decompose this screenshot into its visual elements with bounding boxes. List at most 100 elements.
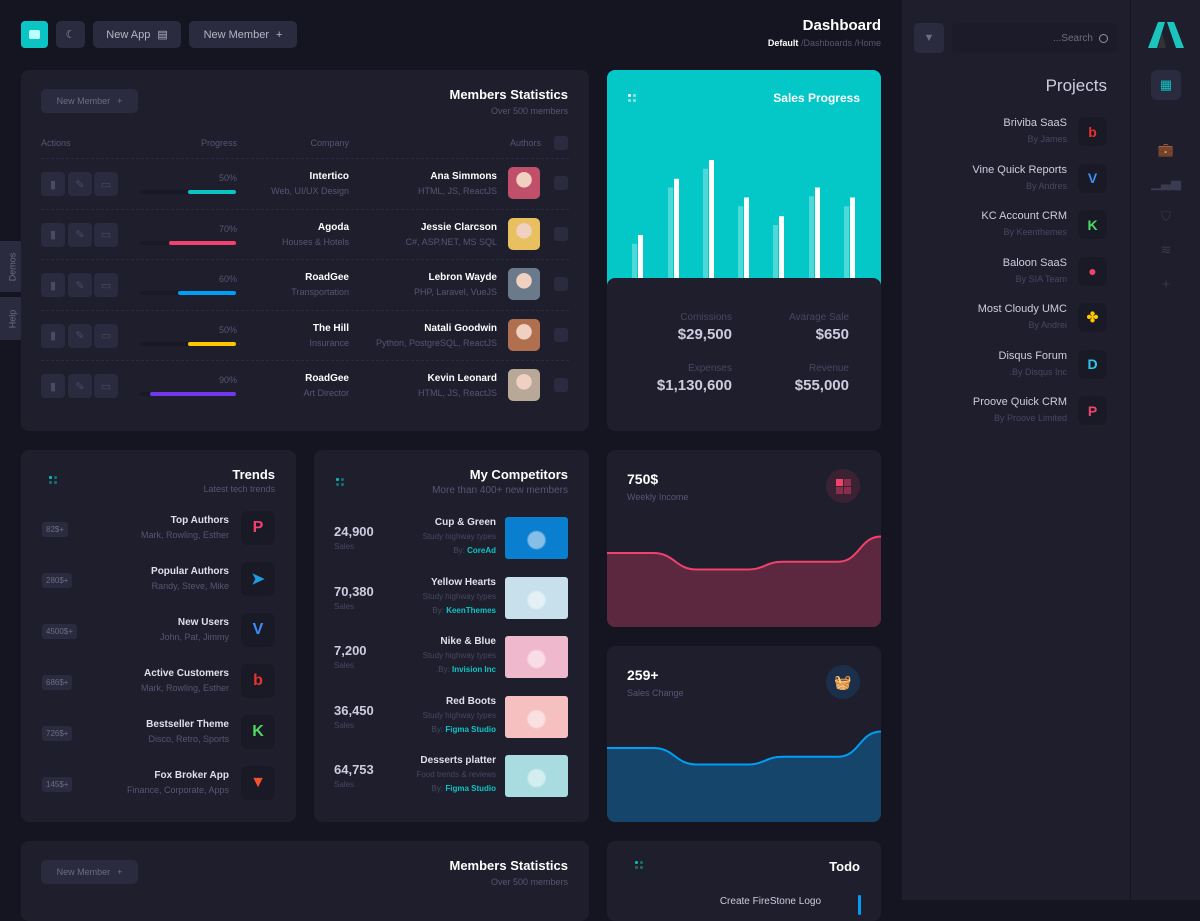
toggle-button[interactable]: ▭ (94, 374, 118, 398)
members-statistics-card-2: New Member + Members Statistics Over 500 … (21, 841, 589, 921)
competitor-item[interactable]: 64,753 Sales Desserts platter Food trend… (314, 755, 589, 798)
progress-track (140, 392, 236, 396)
project-item[interactable]: KC Account CRM By Keenthemes K (902, 210, 1130, 240)
help-tab[interactable]: Help (0, 297, 24, 340)
avatar (508, 167, 540, 199)
select-all-checkbox[interactable] (554, 136, 568, 150)
project-item[interactable]: Baloon SaaS By SIA Team ● (902, 256, 1130, 287)
edit-button[interactable]: ✎ (68, 323, 92, 348)
progress-track (140, 341, 236, 346)
row-checkbox[interactable] (554, 327, 568, 342)
row-checkbox[interactable] (554, 226, 568, 241)
trend-item[interactable]: 82$+ Top Authors Mark, Rowling, Esther P (21, 511, 296, 547)
competitor-item[interactable]: 36,450 Sales Red Boots Study highway typ… (314, 695, 589, 738)
competitor-item[interactable]: 24,900 Sales Cup & Green Study highway t… (314, 517, 589, 559)
breadcrumb-dashboards[interactable]: /Dashboards (800, 38, 852, 48)
delete-button[interactable]: ▮ (41, 323, 65, 348)
project-item[interactable]: Briviba SaaS By James b (902, 117, 1130, 147)
new-member-button[interactable]: New Member + (189, 21, 297, 48)
menu-icon[interactable] (635, 861, 643, 869)
nav-chart[interactable]: ▁▃▅ (1151, 168, 1181, 198)
project-item[interactable]: Vine Quick Reports By Andres V (902, 163, 1130, 194)
nav-briefcase[interactable]: 💼 (1151, 135, 1181, 165)
author-skills: PHP, Laravel, VueJS (413, 287, 497, 297)
col-company: Company (310, 138, 349, 148)
chat-button[interactable] (21, 21, 48, 48)
project-name: KC Account CRM (981, 210, 1067, 222)
author-name[interactable]: Jessie Clarcson (420, 221, 497, 233)
author-link[interactable]: Figma Studio (445, 724, 496, 734)
competitor-title: Yellow Hearts (430, 576, 496, 588)
new-app-button[interactable]: New App ▤ (93, 21, 181, 48)
project-owner: By Keenthemes (1003, 227, 1067, 237)
toggle-button[interactable]: ▭ (94, 222, 118, 247)
menu-icon[interactable] (49, 476, 57, 484)
demos-tab[interactable]: Demos (0, 241, 24, 292)
trend-item[interactable]: 145$+ Fox Broker App Finance, Corporate,… (21, 766, 296, 802)
author-link[interactable]: CoreAd (467, 546, 496, 555)
competitor-item[interactable]: 7,200 Sales Nike & Blue Study highway ty… (314, 636, 589, 679)
company-name: RoadGee (305, 272, 349, 283)
breadcrumb-default[interactable]: Default (767, 38, 799, 48)
delete-button[interactable]: ▮ (41, 172, 65, 196)
project-item[interactable]: Proove Quick CRM By Proove Limited P (902, 396, 1130, 426)
card-subtitle: Latest tech trends (203, 484, 275, 494)
sales-change-card: 259+ Sales Change 🧺 (607, 646, 881, 822)
breadcrumb-home[interactable]: /Home (854, 38, 881, 48)
plus-icon: + (275, 28, 283, 41)
trend-badge: 280$+ (42, 573, 73, 588)
nav-dashboard[interactable]: ▦ (1151, 70, 1181, 100)
menu-icon[interactable] (336, 478, 344, 486)
trend-item[interactable]: 280$+ Popular Authors Randy, Steve, Mike… (21, 562, 296, 598)
author-name[interactable]: Ana Simmons (430, 171, 497, 182)
card-title: My Competitors (469, 467, 568, 482)
menu-icon[interactable] (628, 94, 636, 102)
author-name[interactable]: Kevin Leonard (427, 373, 497, 384)
delete-button[interactable]: ▮ (41, 374, 65, 398)
toggle-button[interactable]: ▭ (94, 172, 118, 196)
moon-icon: ☾ (65, 29, 76, 41)
nav-layers[interactable]: ≋ (1151, 235, 1181, 265)
delete-button[interactable]: ▮ (41, 222, 65, 247)
filter-button[interactable]: ▼ (914, 23, 944, 53)
logo (1148, 22, 1184, 48)
edit-button[interactable]: ✎ (68, 222, 92, 247)
competitor-subtitle: Study highway types (422, 591, 496, 601)
trend-item[interactable]: 686$+ Active Customers Mark, Rowling, Es… (21, 664, 296, 700)
competitor-item[interactable]: 70,380 Sales Yellow Hearts Study highway… (314, 576, 589, 619)
author-link[interactable]: Figma Studio (445, 784, 496, 794)
trend-item[interactable]: 726$+ Bestseller Theme Disco, Retro, Spo… (21, 715, 296, 751)
edit-button[interactable]: ✎ (68, 374, 92, 398)
new-member-button[interactable]: New Member + (41, 89, 138, 113)
project-item[interactable]: Disqus Forum .By Disqus Inc D (902, 349, 1130, 380)
competitor-subtitle: Food trends & reviews (416, 770, 496, 780)
search-input[interactable]: ...Search (952, 23, 1118, 53)
author-link[interactable]: Invision Inc (451, 665, 496, 675)
breadcrumb: Default /Dashboards /Home (768, 38, 881, 48)
author-link[interactable]: KeenThemes (446, 605, 496, 615)
progress-fill (188, 341, 236, 346)
edit-button[interactable]: ✎ (68, 273, 92, 297)
todo-item-bar (858, 895, 861, 915)
trend-item[interactable]: 4500$+ New Users John, Pat, Jimmy V (21, 613, 296, 649)
row-checkbox[interactable] (554, 378, 568, 392)
project-item[interactable]: Most Cloudy UMC By Andrei ✤ (902, 303, 1130, 333)
author-name[interactable]: Natali Goodwin (424, 322, 497, 334)
table-row: ▮ ✎ ▭ 50% The Hill Insurance Natali Good… (21, 310, 589, 360)
new-member-button[interactable]: New Member + (41, 860, 138, 884)
edit-button[interactable]: ✎ (68, 172, 92, 196)
todo-item[interactable]: Create FireStone Logo (719, 896, 821, 907)
progress-fill (168, 240, 236, 245)
sales-label: Sales (334, 720, 355, 730)
theme-toggle-button[interactable]: ☾ (56, 21, 85, 48)
trend-subtitle: John, Pat, Jimmy (159, 632, 229, 642)
author-name[interactable]: Lebron Wayde (428, 272, 497, 283)
toggle-button[interactable]: ▭ (94, 323, 118, 348)
row-checkbox[interactable] (554, 277, 568, 291)
nav-shield[interactable]: ⛉ (1151, 202, 1181, 232)
toggle-button[interactable]: ▭ (94, 273, 118, 297)
row-checkbox[interactable] (554, 176, 568, 190)
avatar (508, 318, 540, 351)
delete-button[interactable]: ▮ (41, 273, 65, 297)
nav-file-add[interactable]: + (1151, 269, 1181, 299)
